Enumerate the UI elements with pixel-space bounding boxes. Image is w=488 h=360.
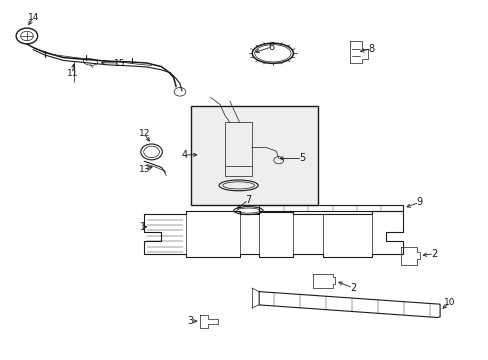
Text: 12: 12 (138, 129, 150, 138)
Text: 11: 11 (66, 69, 78, 78)
FancyBboxPatch shape (190, 106, 317, 205)
Text: 2: 2 (430, 249, 436, 259)
Text: 14: 14 (27, 13, 39, 22)
Text: 6: 6 (268, 42, 274, 52)
Text: 9: 9 (416, 197, 422, 207)
Text: 13: 13 (138, 165, 150, 174)
Text: 10: 10 (443, 298, 455, 307)
Text: 15: 15 (114, 58, 125, 68)
Text: 3: 3 (187, 316, 193, 326)
Text: 8: 8 (368, 44, 374, 54)
Bar (224, 122, 251, 166)
Text: 2: 2 (349, 283, 355, 293)
Text: 5: 5 (299, 153, 305, 163)
Text: 4: 4 (182, 150, 187, 160)
Text: 1: 1 (140, 222, 145, 232)
Text: 7: 7 (245, 195, 251, 205)
